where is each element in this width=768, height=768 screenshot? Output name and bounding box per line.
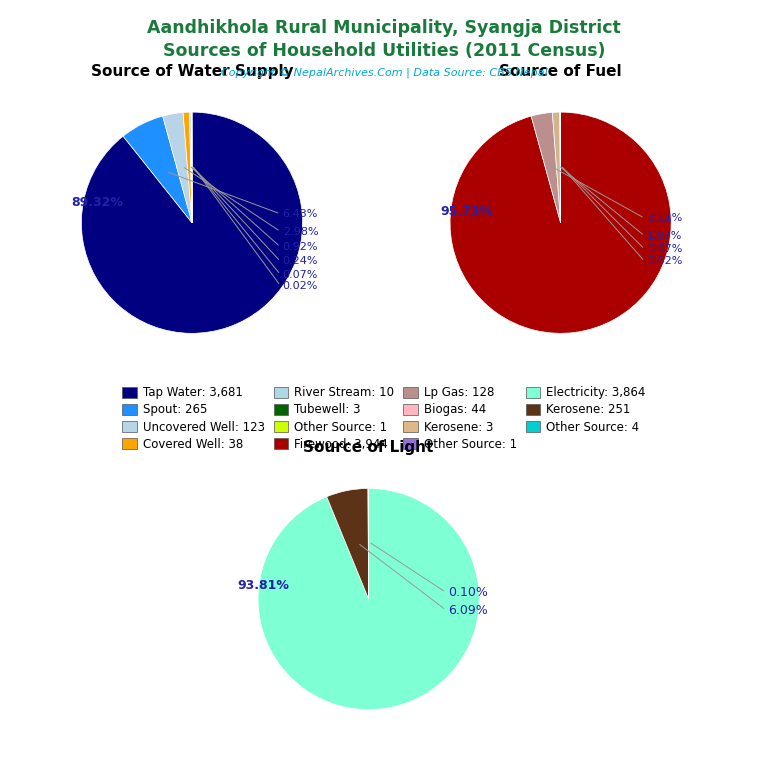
Text: 3.11%: 3.11% (647, 214, 682, 223)
Title: Source of Light: Source of Light (303, 441, 434, 455)
Wedge shape (183, 112, 192, 223)
Text: Copyright © NepalArchives.Com | Data Source: CBS Nepal: Copyright © NepalArchives.Com | Data Sou… (220, 68, 548, 78)
Text: 2.98%: 2.98% (283, 227, 318, 237)
Text: 0.10%: 0.10% (449, 586, 488, 599)
Text: 0.07%: 0.07% (647, 244, 682, 254)
Wedge shape (123, 116, 192, 223)
Text: 6.09%: 6.09% (449, 604, 488, 617)
Wedge shape (191, 112, 192, 223)
Text: 6.43%: 6.43% (283, 209, 318, 219)
Title: Source of Water Supply: Source of Water Supply (91, 65, 293, 79)
Wedge shape (531, 112, 561, 223)
Text: 0.07%: 0.07% (283, 270, 318, 280)
Wedge shape (450, 112, 671, 333)
Wedge shape (81, 112, 303, 333)
Text: 95.73%: 95.73% (440, 205, 492, 218)
Text: Sources of Household Utilities (2011 Census): Sources of Household Utilities (2011 Cen… (163, 42, 605, 60)
Wedge shape (552, 112, 561, 223)
Title: Source of Fuel: Source of Fuel (499, 65, 622, 79)
Text: Aandhikhola Rural Municipality, Syangja District: Aandhikhola Rural Municipality, Syangja … (147, 19, 621, 37)
Text: 1.07%: 1.07% (647, 231, 682, 241)
Wedge shape (258, 488, 479, 710)
Text: 0.02%: 0.02% (283, 281, 318, 291)
Text: 93.81%: 93.81% (237, 579, 289, 592)
Text: 89.32%: 89.32% (71, 197, 124, 210)
Wedge shape (560, 112, 561, 223)
Text: 0.92%: 0.92% (283, 242, 318, 252)
Wedge shape (326, 488, 369, 599)
Wedge shape (190, 112, 192, 223)
Text: 0.02%: 0.02% (647, 257, 682, 266)
Wedge shape (163, 112, 192, 223)
Text: 0.24%: 0.24% (283, 257, 318, 266)
Legend: Tap Water: 3,681, Spout: 265, Uncovered Well: 123, Covered Well: 38, River Strea: Tap Water: 3,681, Spout: 265, Uncovered … (119, 382, 649, 455)
